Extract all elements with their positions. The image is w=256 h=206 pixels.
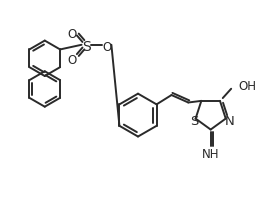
Text: O: O	[102, 41, 111, 54]
Text: O: O	[68, 54, 77, 67]
Text: NH: NH	[202, 147, 219, 160]
Text: OH: OH	[239, 80, 256, 93]
Text: O: O	[68, 28, 77, 41]
Text: N: N	[225, 114, 234, 127]
Text: S: S	[82, 40, 91, 54]
Text: S: S	[190, 114, 199, 127]
